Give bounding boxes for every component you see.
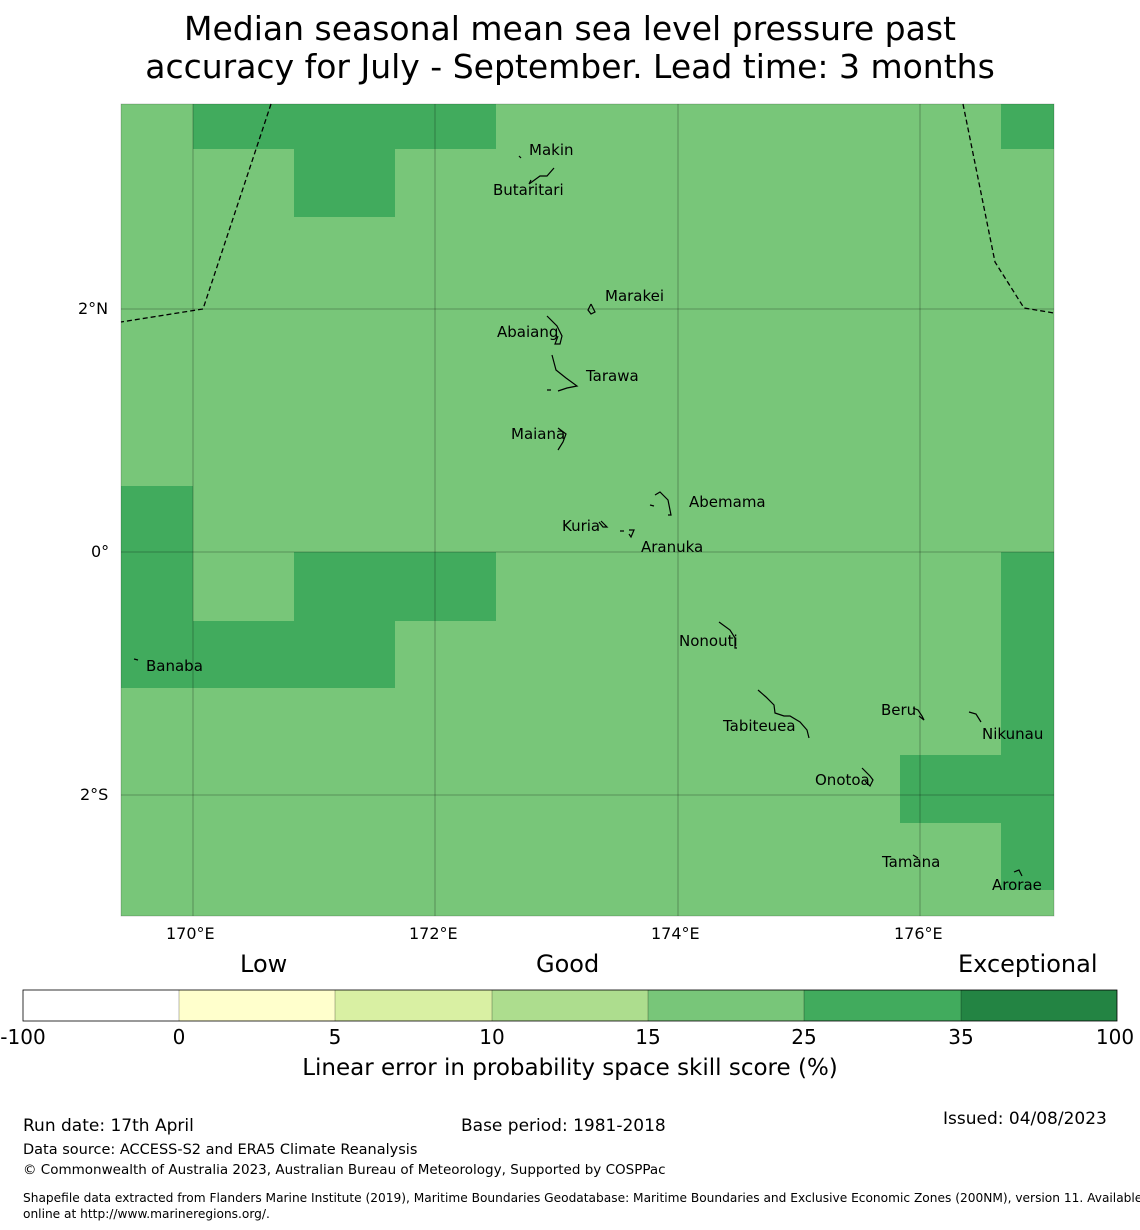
island-label-makin: Makin — [529, 141, 574, 159]
eez-boundary-east — [962, 103, 1055, 314]
island-label-beru: Beru — [881, 701, 917, 719]
colorbar-label: Linear error in probability space skill … — [302, 1055, 838, 1081]
island-label-maiana: Maiana — [511, 425, 566, 443]
eez-boundary — [120, 103, 1055, 323]
colorbar-tick: 100 — [1095, 1025, 1135, 1049]
island-label-marakei: Marakei — [605, 287, 665, 305]
island-label-onotoa: Onotoa — [815, 771, 870, 789]
island-banaba-outline — [133, 658, 139, 661]
run-date: Run date: 17th April — [23, 1116, 194, 1136]
colorbar-tick: 10 — [479, 1025, 505, 1049]
colorbar-segment — [179, 990, 335, 1021]
island-nonouti-outline — [718, 621, 737, 649]
island-tamana-outline — [912, 854, 919, 859]
skill-cell — [900, 755, 1001, 823]
skill-cell — [1001, 552, 1054, 890]
colorbar-tick: 5 — [328, 1025, 342, 1049]
skill-cell — [193, 104, 496, 149]
island-label-aranuka: Aranuka — [641, 538, 704, 556]
island-tarawa-outline — [547, 354, 579, 392]
lon-tick-170e: 170°E — [166, 924, 215, 943]
title-line-1: Median seasonal mean sea level pressure … — [184, 9, 956, 48]
colorbar-tick: 25 — [791, 1025, 817, 1049]
colorbar-frame — [22, 989, 1118, 1022]
skill-cells-high — [121, 104, 1054, 890]
skill-cell — [294, 149, 395, 217]
island-label-tarawa: Tarawa — [586, 367, 639, 385]
legend-category-good: Good — [536, 950, 600, 978]
skill-cell — [294, 552, 496, 621]
colorbar-tick: 0 — [172, 1025, 186, 1049]
shapefile-note-1: Shapefile data extracted from Flanders M… — [23, 1191, 1140, 1205]
colorbar-segment — [804, 990, 961, 1021]
island-label-banaba: Banaba — [146, 657, 203, 675]
colorbar-segment — [23, 990, 179, 1021]
legend-category-exceptional: Exceptional — [958, 950, 1098, 978]
skill-cell — [193, 621, 395, 688]
colorbar-tick: 35 — [948, 1025, 974, 1049]
island-label-nonouti: Nonouti — [679, 632, 738, 650]
lon-tick-172e: 172°E — [409, 924, 458, 943]
island-arorae-outline — [1013, 869, 1023, 877]
island-aranuka-outline — [620, 529, 635, 539]
colorbar — [22, 989, 1118, 1022]
map-frame — [120, 103, 1055, 917]
gridlines — [121, 104, 1054, 916]
colorbar-segment — [961, 990, 1117, 1021]
copyright: © Commonwealth of Australia 2023, Austra… — [23, 1162, 666, 1178]
island-label-tabiteuea: Tabiteuea — [723, 717, 796, 735]
island-label-nikunau: Nikunau — [982, 725, 1044, 743]
chart-title: Median seasonal mean sea level pressure … — [0, 10, 1140, 86]
skill-cell — [121, 486, 193, 688]
island-beru-outline — [912, 707, 925, 721]
title-line-2: accuracy for July - September. Lead time… — [145, 47, 995, 86]
island-makin-outline — [518, 155, 522, 159]
colorbar-segment — [335, 990, 492, 1021]
island-maiana-outline — [557, 427, 567, 451]
island-label-abemama: Abemama — [689, 493, 766, 511]
island-abemama-outline — [649, 491, 672, 516]
colorbar-segment — [648, 990, 804, 1021]
lat-tick-2s: 2°S — [80, 785, 109, 804]
island-abaiang-outline — [546, 315, 563, 345]
legend-category-low: Low — [240, 950, 288, 978]
data-source: Data source: ACCESS-S2 and ERA5 Climate … — [23, 1142, 418, 1158]
island-label-tamana: Tamana — [882, 853, 941, 871]
colorbar-tick: -100 — [0, 1025, 46, 1049]
skill-cell — [1001, 104, 1054, 149]
skill-field-base — [121, 104, 1054, 916]
island-label-kuria: Kuria — [562, 517, 601, 535]
island-butaritari-outline — [528, 167, 555, 185]
island-marakei-outline — [587, 303, 596, 315]
base-period: Base period: 1981-2018 — [461, 1116, 666, 1136]
island-kuria-outline — [598, 520, 609, 528]
issued-date: Issued: 04/08/2023 — [943, 1109, 1107, 1129]
island-nikunau-outline — [968, 711, 982, 723]
island-label-abaiang: Abaiang — [497, 323, 559, 341]
lat-tick-0: 0° — [91, 542, 110, 561]
island-onotoa-outline — [861, 767, 874, 788]
island-outlines — [133, 155, 1023, 877]
lat-tick-2n: 2°N — [78, 299, 109, 318]
colorbar-tick: 15 — [635, 1025, 661, 1049]
colorbar-segment — [492, 990, 648, 1021]
island-label-arorae: Arorae — [992, 876, 1042, 894]
lon-tick-174e: 174°E — [651, 924, 700, 943]
island-tabiteuea-outline — [757, 689, 810, 739]
lon-tick-176e: 176°E — [894, 924, 943, 943]
shapefile-note-2: online at http://www.marineregions.org/. — [23, 1207, 270, 1221]
island-label-butaritari: Butaritari — [493, 181, 564, 199]
